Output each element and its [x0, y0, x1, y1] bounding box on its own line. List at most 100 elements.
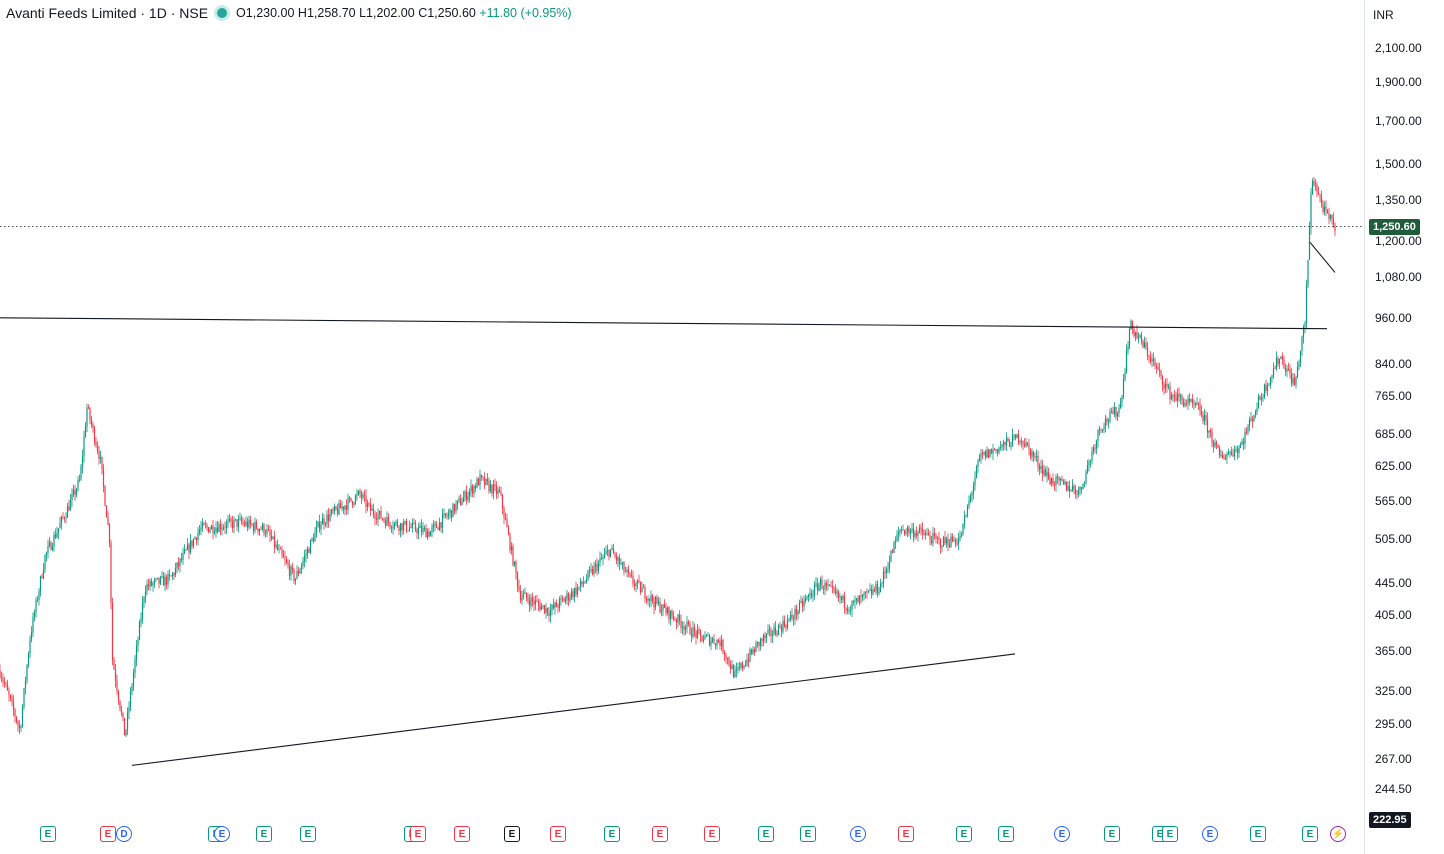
candle-body [240, 518, 243, 523]
trendline[interactable] [0, 317, 1328, 330]
candle-body [1233, 449, 1236, 457]
candle-body [735, 669, 738, 671]
candle-body [441, 514, 444, 528]
price-axis[interactable]: INR 2,100.00 1,900.00 1,700.00 1,500.00 1,35… [1364, 0, 1444, 854]
candle-body [599, 558, 601, 563]
candle-body [186, 544, 189, 550]
candle-body [51, 546, 54, 550]
earnings-event-icon[interactable]: E [1162, 826, 1178, 842]
earnings-event-icon[interactable]: E [604, 826, 620, 842]
candle-body [273, 536, 276, 548]
candle-body [1250, 418, 1252, 420]
candle-body [1328, 213, 1330, 219]
candle-body [311, 538, 313, 540]
earnings-event-icon[interactable]: E [1202, 826, 1218, 842]
candle-body [269, 530, 271, 536]
earnings-event-icon[interactable]: E [998, 826, 1014, 842]
candle-body [1271, 375, 1273, 378]
candle-body [74, 489, 76, 495]
candle-body [957, 539, 960, 545]
earnings-event-icon[interactable]: E [214, 826, 230, 842]
trendline[interactable] [1309, 241, 1336, 273]
candle-body [926, 533, 928, 535]
candle-body [146, 584, 148, 592]
candle-body [1104, 418, 1107, 427]
earnings-event-icon[interactable]: E [704, 826, 720, 842]
candle-body [1199, 404, 1201, 412]
earnings-event-icon[interactable]: E [454, 826, 470, 842]
candle-body [99, 456, 102, 459]
earnings-event-icon[interactable]: E [410, 826, 426, 842]
candle-body [596, 564, 598, 571]
candle-body [1260, 397, 1263, 400]
earnings-event-icon[interactable]: E [652, 826, 668, 842]
earnings-event-icon[interactable]: E [800, 826, 816, 842]
candle-body [1170, 395, 1173, 400]
change-value: +11.80 (+0.95%) [479, 6, 572, 20]
trendline[interactable] [131, 653, 1016, 766]
candle-body [977, 461, 979, 467]
earnings-event-icon[interactable]: E [956, 826, 972, 842]
currency-label[interactable]: INR [1373, 8, 1394, 22]
candle-body [1049, 478, 1051, 485]
earnings-event-icon[interactable]: E [300, 826, 316, 842]
candle-body [225, 522, 228, 528]
candle-body [939, 539, 942, 548]
candle-body [1112, 411, 1114, 414]
candle-body [635, 583, 637, 587]
candle-body [1029, 448, 1032, 457]
candle-body [1278, 358, 1281, 364]
candle-body [365, 495, 367, 507]
candle-body [59, 523, 61, 529]
candle-body [705, 635, 708, 637]
candle-body [395, 521, 397, 523]
candle-body [816, 583, 819, 591]
candle-body [495, 485, 498, 494]
candle-body [618, 557, 621, 565]
candle-body [1038, 466, 1041, 470]
earnings-event-icon[interactable]: E [550, 826, 566, 842]
candle-body [608, 550, 610, 557]
earnings-event-icon[interactable]: E [758, 826, 774, 842]
candle-body [731, 665, 733, 669]
candle-body [987, 449, 990, 458]
candle-body [252, 524, 255, 531]
candle-body [827, 584, 829, 586]
earnings-event-icon[interactable]: E [1302, 826, 1318, 842]
earnings-event-icon[interactable]: E [40, 826, 56, 842]
symbol-title[interactable]: Avanti Feeds Limited · 1D · NSE [6, 5, 209, 21]
earnings-event-icon[interactable]: E [898, 826, 914, 842]
earnings-event-icon[interactable]: E [1104, 826, 1120, 842]
candle-body [491, 484, 493, 494]
candle-body [833, 587, 835, 591]
candle-body [2, 678, 4, 682]
candle-body [1002, 442, 1005, 445]
earnings-event-icon[interactable]: E [1250, 826, 1266, 842]
candle-body [176, 562, 178, 569]
candle-body [177, 562, 180, 566]
earnings-event-icon[interactable]: E [504, 826, 520, 842]
candle-body [878, 591, 880, 594]
candle-body [375, 518, 378, 520]
price-chart[interactable] [0, 0, 1364, 854]
candle-body [644, 587, 646, 599]
candle-body [50, 542, 52, 550]
market-status-icon [214, 5, 231, 21]
candle-body [333, 506, 336, 512]
price-tick: 685.00 [1375, 427, 1412, 442]
candle-body [858, 595, 861, 603]
lightning-event-icon[interactable]: ⚡ [1330, 826, 1346, 842]
candle-body [107, 517, 109, 525]
candle-body [38, 590, 40, 600]
candle-body [1175, 397, 1177, 401]
candle-body [156, 577, 159, 579]
earnings-event-icon[interactable]: E [850, 826, 866, 842]
candle-body [1152, 358, 1155, 362]
earnings-event-icon[interactable]: E [1054, 826, 1070, 842]
candle-body [852, 601, 855, 603]
earnings-event-icon[interactable]: E [256, 826, 272, 842]
candle-body [1028, 444, 1030, 449]
earnings-event-icon[interactable]: D [116, 826, 132, 842]
candle-body [293, 569, 295, 581]
earnings-event-icon[interactable]: E [100, 826, 116, 842]
